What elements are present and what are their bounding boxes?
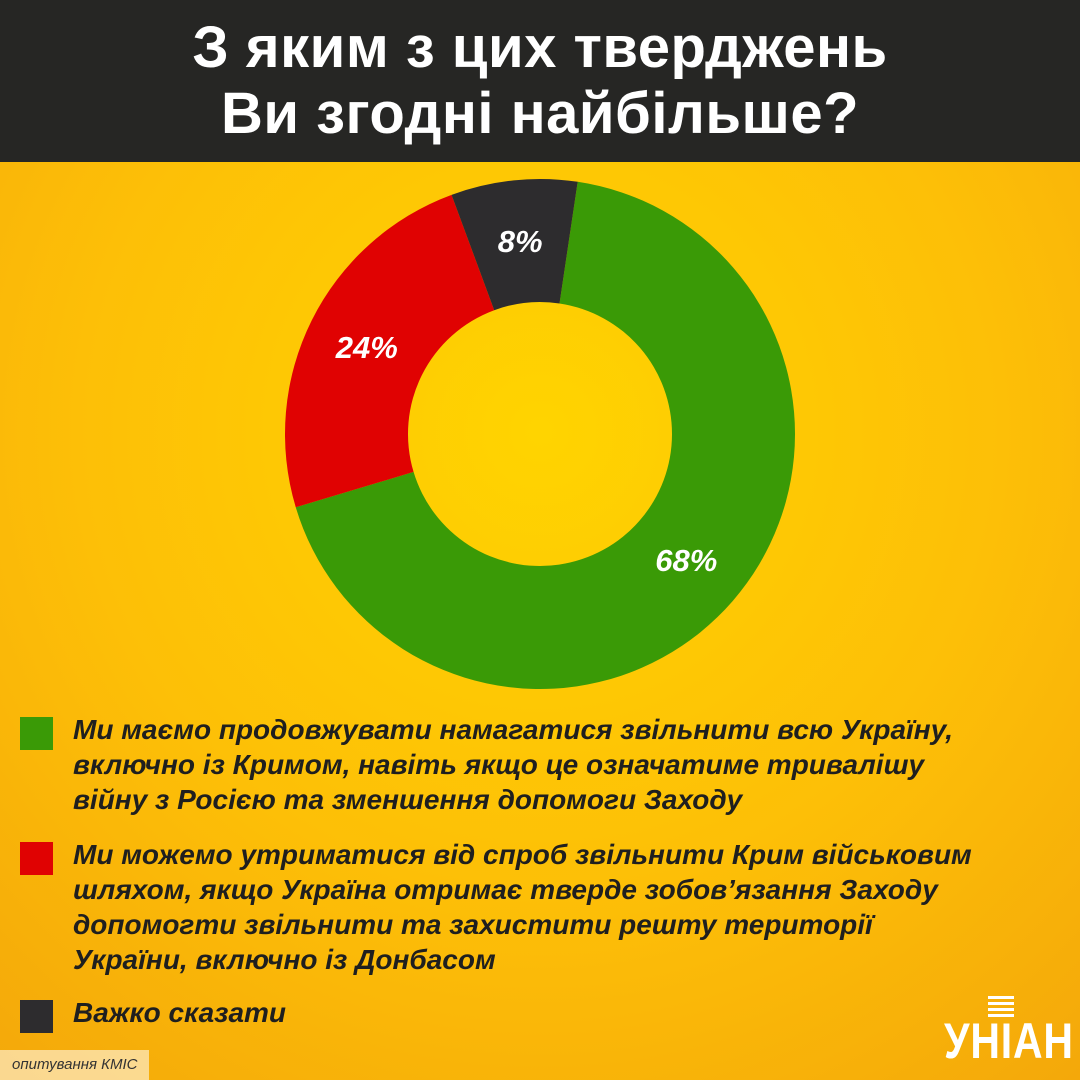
slice-8-percent: [451, 179, 578, 311]
page-title-line-1: З яким з цих тверджень: [192, 15, 888, 80]
slice-24-percent: [285, 194, 495, 508]
legend-item-refrain: Ми можемо утриматися від спроб звільнити…: [20, 837, 973, 977]
donut-chart: 68% 24% 8%: [285, 179, 795, 689]
logo-text: УНІАН: [944, 1013, 1074, 1069]
legend-swatch-red: [20, 842, 53, 875]
slice-68-percent: [295, 181, 795, 689]
legend-swatch-dark: [20, 1000, 53, 1033]
legend-swatch-green: [20, 717, 53, 750]
data-label-24-percent: 24%: [335, 330, 398, 365]
legend-label-hard-to-say: Важко сказати: [73, 997, 287, 1028]
page-title-line-2: Ви згодні найбільше?: [220, 81, 860, 146]
legend-label-continue: Ми маємо продовжувати намагатися звільни…: [73, 714, 954, 815]
unian-logo: УНІАН: [944, 996, 1073, 1066]
legend-label-refrain: Ми можемо утриматися від спроб звільнити…: [73, 839, 972, 975]
source-note: опитування КМІС: [0, 1050, 150, 1080]
data-label-68-percent: 68%: [655, 543, 717, 578]
logo-bars-icon: [988, 996, 1014, 1020]
legend-item-hard-to-say: Важко сказати: [20, 995, 973, 1033]
data-label-8-percent: 8%: [498, 224, 543, 259]
header: З яким з цих тверджень Ви згодні найбіль…: [0, 0, 1080, 162]
legend-item-continue: Ми маємо продовжувати намагатися звільни…: [20, 712, 973, 817]
